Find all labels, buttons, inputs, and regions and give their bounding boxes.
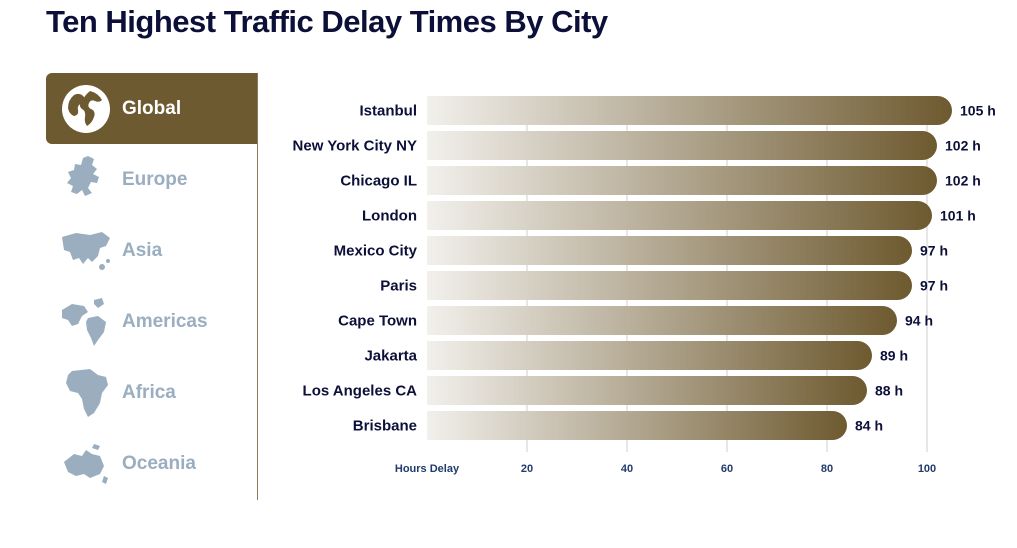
region-tabs: Global Europe Asia Americas [46,73,258,500]
category-label: Istanbul [359,103,417,120]
category-label: Los Angeles CA [303,383,418,400]
asia-map-icon [58,223,114,279]
value-label: 102 h [945,138,981,154]
oceania-map-icon [58,436,114,492]
bar[interactable] [427,131,937,160]
x-tick-label: 80 [821,463,833,475]
value-label: 88 h [875,383,903,399]
x-tick-label: 40 [621,463,633,475]
value-label: 84 h [855,418,883,434]
tab-oceania[interactable]: Oceania [46,428,257,499]
value-label: 97 h [920,243,948,259]
value-label: 102 h [945,173,981,189]
tab-label-europe: Europe [122,168,188,190]
x-tick-label: 60 [721,463,733,475]
tab-africa[interactable]: Africa [46,357,257,428]
europe-map-icon [58,152,114,208]
category-label: New York City NY [293,138,417,155]
tab-label-asia: Asia [122,239,163,261]
chart-title: Ten Highest Traffic Delay Times By City [46,4,608,39]
x-tick-label: 100 [918,463,936,475]
globe-icon [58,81,114,137]
tab-label-oceania: Oceania [122,452,196,474]
category-label: Jakarta [364,348,417,365]
value-label: 101 h [940,208,976,224]
bar[interactable] [427,166,937,195]
tab-label-africa: Africa [122,381,176,403]
bar[interactable] [427,411,847,440]
tab-americas[interactable]: Americas [46,286,257,357]
bar[interactable] [427,271,912,300]
category-label: Chicago IL [340,173,417,190]
bar[interactable] [427,201,932,230]
bar[interactable] [427,306,897,335]
bar[interactable] [427,341,872,370]
bar[interactable] [427,376,867,405]
value-label: 89 h [880,348,908,364]
category-label: London [362,208,417,225]
value-label: 94 h [905,313,933,329]
tab-label-americas: Americas [122,310,208,332]
category-label: Brisbane [353,418,417,435]
americas-map-icon [58,294,114,350]
category-label: Paris [380,278,417,295]
x-tick-label: 20 [521,463,533,475]
labels: 20 40 60 80 100 Hours Delay Istanbul 105 h New Y… [293,103,996,476]
tab-asia[interactable]: Asia [46,215,257,286]
value-label: 105 h [960,103,996,119]
bar[interactable] [427,236,912,265]
x-axis-label: Hours Delay [395,463,460,475]
tab-europe[interactable]: Europe [46,144,257,215]
tab-global[interactable]: Global [46,73,257,144]
value-label: 97 h [920,278,948,294]
africa-map-icon [58,365,114,421]
category-label: Cape Town [338,313,417,330]
category-label: Mexico City [334,243,418,260]
bar[interactable] [427,96,952,125]
tab-label-global: Global [122,97,182,119]
bars [427,96,952,440]
